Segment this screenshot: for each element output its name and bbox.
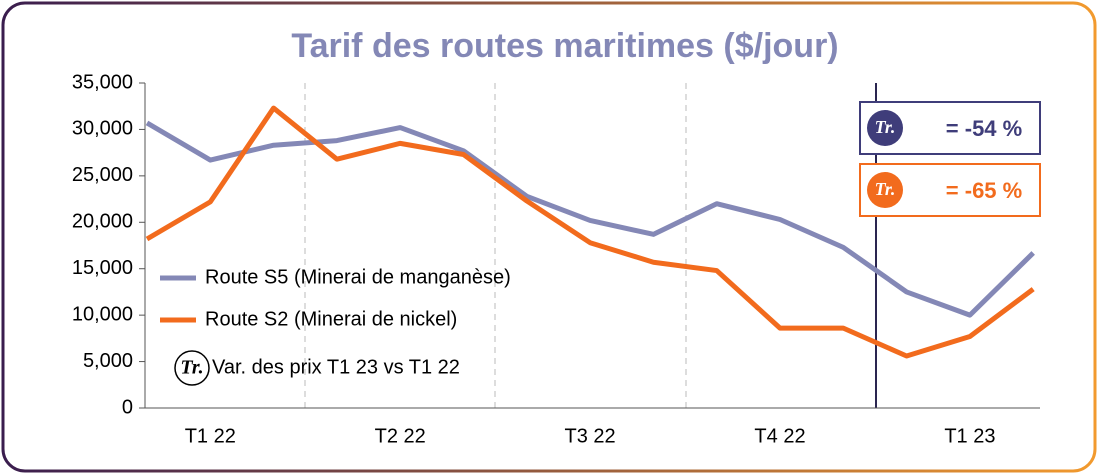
- x-tick-label: T2 22: [375, 425, 426, 447]
- x-tick-label: T1 23: [944, 425, 995, 447]
- y-tick-label: 5,000: [83, 350, 133, 372]
- change-box: [859, 163, 1041, 217]
- note: Var. des prix T1 23 vs T1 22: [212, 356, 460, 378]
- badge: Tr.: [875, 179, 896, 199]
- y-tick-label: 10,000: [72, 303, 133, 325]
- chart-title: Tarif des routes maritimes ($/jour): [291, 27, 838, 65]
- badge-icon: [867, 172, 903, 208]
- legend-label: Route S5 (Minerai de manganèse): [205, 266, 511, 288]
- x-tick-label: T4 22: [754, 425, 805, 447]
- series-line: [145, 120, 1035, 318]
- badge: Tr.: [875, 117, 896, 137]
- badge-icon: [174, 350, 210, 386]
- y-tick-label: 20,000: [72, 211, 133, 233]
- y-tick-label: 30,000: [72, 118, 133, 140]
- x-tick-label: T1 22: [185, 425, 236, 447]
- y-tick-label: 15,000: [72, 257, 133, 279]
- y-tick-label: 0: [122, 396, 133, 418]
- change-label: = -54 %: [946, 116, 1022, 141]
- badge: Tr.: [180, 357, 203, 379]
- change-label: = -65 %: [946, 178, 1022, 203]
- y-tick-label: 35,000: [72, 71, 133, 93]
- badge-icon: [867, 110, 903, 146]
- y-tick-label: 25,000: [72, 164, 133, 186]
- x-tick-label: T3 22: [565, 425, 616, 447]
- series-line: [145, 105, 1035, 359]
- legend-label: Route S2 (Minerai de nickel): [205, 308, 457, 330]
